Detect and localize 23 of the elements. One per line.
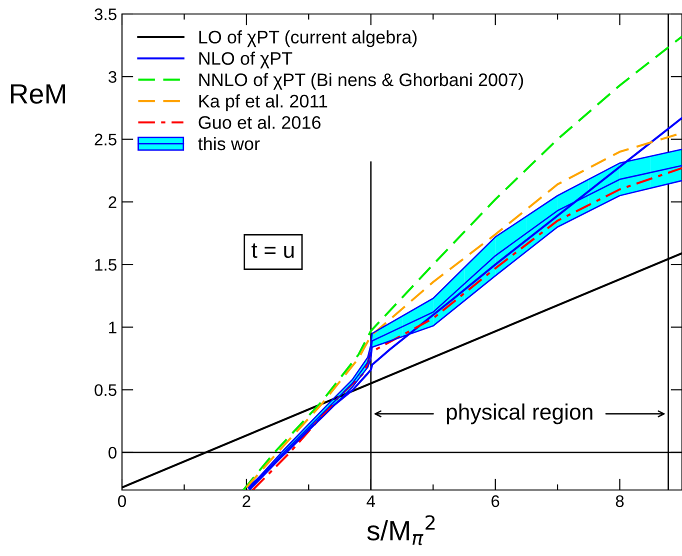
x-tick-label: 6 bbox=[492, 495, 500, 508]
y-tick-label: 2.5 bbox=[94, 134, 116, 146]
y-tick-label: 1 bbox=[109, 322, 116, 334]
legend-label: Ka pf et al. 2011 bbox=[199, 94, 328, 112]
legend-label: NNLO of χPT (Bi nens & Ghorbani 2007) bbox=[199, 72, 523, 90]
y-tick-label: 2 bbox=[108, 196, 116, 208]
x-tick-label: 4 bbox=[366, 495, 376, 507]
y-axis-title: ReM bbox=[10, 84, 66, 104]
x-axis-title: s/M$_{π}$$^{2}$ bbox=[367, 515, 435, 546]
legend-label: NLO of χPT bbox=[199, 52, 292, 68]
y-tick-label: 0 bbox=[108, 446, 116, 459]
y-tick-label: 0.5 bbox=[94, 384, 116, 396]
x-tick-label: 8 bbox=[616, 495, 624, 508]
y-tick-label: 1.5 bbox=[95, 259, 116, 271]
x-tick-label: 2 bbox=[242, 495, 250, 507]
legend-label: LO of χPT (current algebra) bbox=[199, 30, 417, 48]
annotation: physical region bbox=[446, 403, 592, 424]
legend-label: Guo et al. 2016 bbox=[198, 116, 321, 129]
legend-label: this wor bbox=[198, 136, 260, 150]
annotation: t = u bbox=[252, 243, 294, 258]
y-tick-label: 3.5 bbox=[94, 8, 116, 20]
y-tick-label: 3 bbox=[108, 71, 116, 83]
x-tick-label: 0 bbox=[118, 495, 126, 508]
